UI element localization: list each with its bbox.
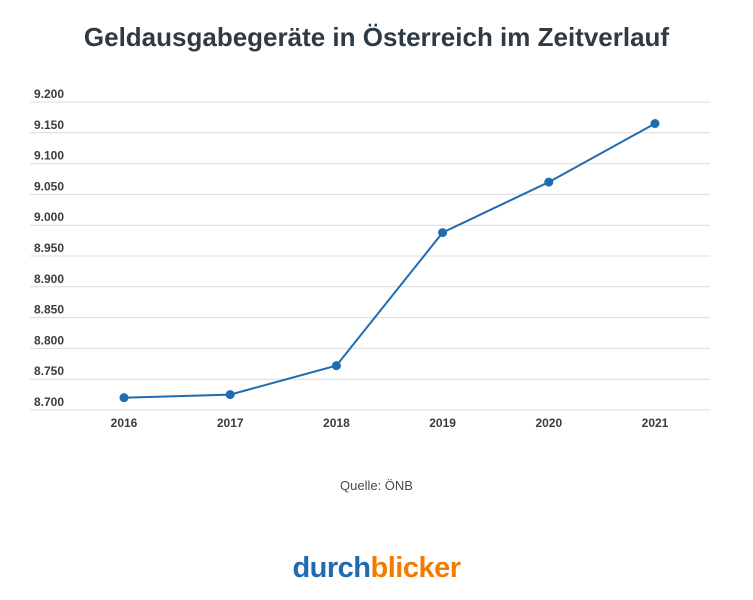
brand-logo: durchblicker	[0, 552, 753, 585]
data-point	[119, 393, 129, 403]
data-point	[438, 228, 448, 238]
y-tick-label: 9.000	[34, 210, 64, 224]
x-tick-label: 2020	[535, 416, 562, 430]
y-tick-label: 8.850	[34, 303, 64, 317]
y-tick-label: 8.800	[34, 333, 64, 347]
series-layer	[119, 119, 660, 403]
chart-title: Geldausgabegeräte in Österreich im Zeitv…	[83, 22, 670, 52]
data-point	[331, 361, 341, 371]
x-tick-label: 2021	[642, 416, 669, 430]
series-line	[123, 122, 656, 399]
logo-text-part2: blicker	[370, 552, 462, 584]
x-axis-ticks: 2016 2017 2018 2019 2020 2021	[111, 416, 669, 430]
data-point	[544, 177, 554, 187]
y-tick-label: 9.050	[34, 179, 64, 193]
data-point	[225, 390, 235, 400]
x-tick-label: 2018	[323, 416, 350, 430]
line-chart: 8.700 8.750 8.800 8.850 8.900 8.950 9.000 9.050…	[30, 87, 710, 430]
y-axis-ticks: 8.700 8.750 8.800 8.850 8.900 8.950 9.000 9.050…	[34, 87, 64, 409]
data-point	[650, 119, 660, 129]
x-tick-label: 2019	[429, 416, 456, 430]
source-note: Quelle: ÖNB	[340, 478, 413, 493]
x-tick-label: 2016	[111, 416, 138, 430]
y-tick-label: 8.950	[34, 241, 64, 255]
y-tick-label: 9.150	[34, 118, 64, 132]
y-tick-label: 9.100	[34, 149, 64, 163]
y-tick-label: 8.750	[34, 364, 64, 378]
grid-lines	[30, 101, 710, 411]
y-tick-label: 9.200	[34, 87, 64, 101]
y-tick-label: 8.900	[34, 272, 64, 286]
x-tick-label: 2017	[217, 416, 244, 430]
y-tick-label: 8.700	[34, 395, 64, 409]
logo-text-part1: durch	[292, 552, 371, 584]
